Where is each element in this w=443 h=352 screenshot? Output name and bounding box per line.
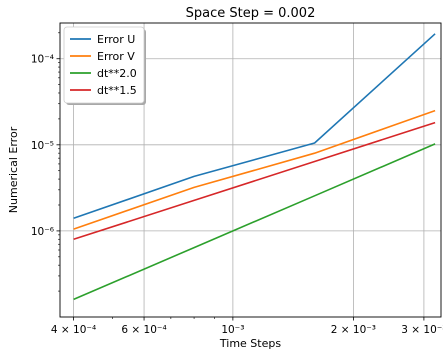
series-line-error-u — [73, 33, 436, 220]
series-line-dt-1-5 — [73, 121, 436, 241]
major-ticks — [56, 58, 425, 321]
tick-labels: 4 × 10⁻⁴ 6 × 10⁻⁴ 10⁻³ 2 × 10⁻³ 3 × 10⁻³ 10⁻⁶… — [31, 54, 443, 336]
legend-box — [63, 26, 145, 104]
y-tick-label: 10⁻⁴ — [31, 54, 54, 66]
y-axis-title: Numerical Error — [7, 126, 20, 213]
series-line-dt-2-0 — [73, 143, 436, 301]
x-tick-label: 4 × 10⁻⁴ — [51, 324, 96, 336]
legend: Error U Error V dt**2.0 dt**1.5 — [63, 26, 146, 105]
y-tick-label: 10⁻⁵ — [31, 140, 54, 152]
series-line-error-v — [73, 109, 436, 230]
plot-frame — [59, 22, 442, 318]
legend-label: dt**2.0 — [97, 67, 137, 80]
x-tick-label: 3 × 10⁻³ — [401, 324, 443, 336]
legend-label: Error U — [97, 33, 135, 46]
x-axis-title: Time Steps — [219, 337, 281, 350]
x-tick-label: 6 × 10⁻⁴ — [121, 324, 166, 336]
y-tick-label: 10⁻⁶ — [31, 226, 54, 238]
x-tick-label: 2 × 10⁻³ — [331, 324, 376, 336]
series-lines — [73, 33, 436, 301]
chart-title: Space Step = 0.002 — [186, 6, 316, 21]
legend-label: Error V — [97, 50, 135, 63]
x-tick-label: 10⁻³ — [221, 324, 244, 336]
legend-label: dt**1.5 — [97, 84, 137, 97]
